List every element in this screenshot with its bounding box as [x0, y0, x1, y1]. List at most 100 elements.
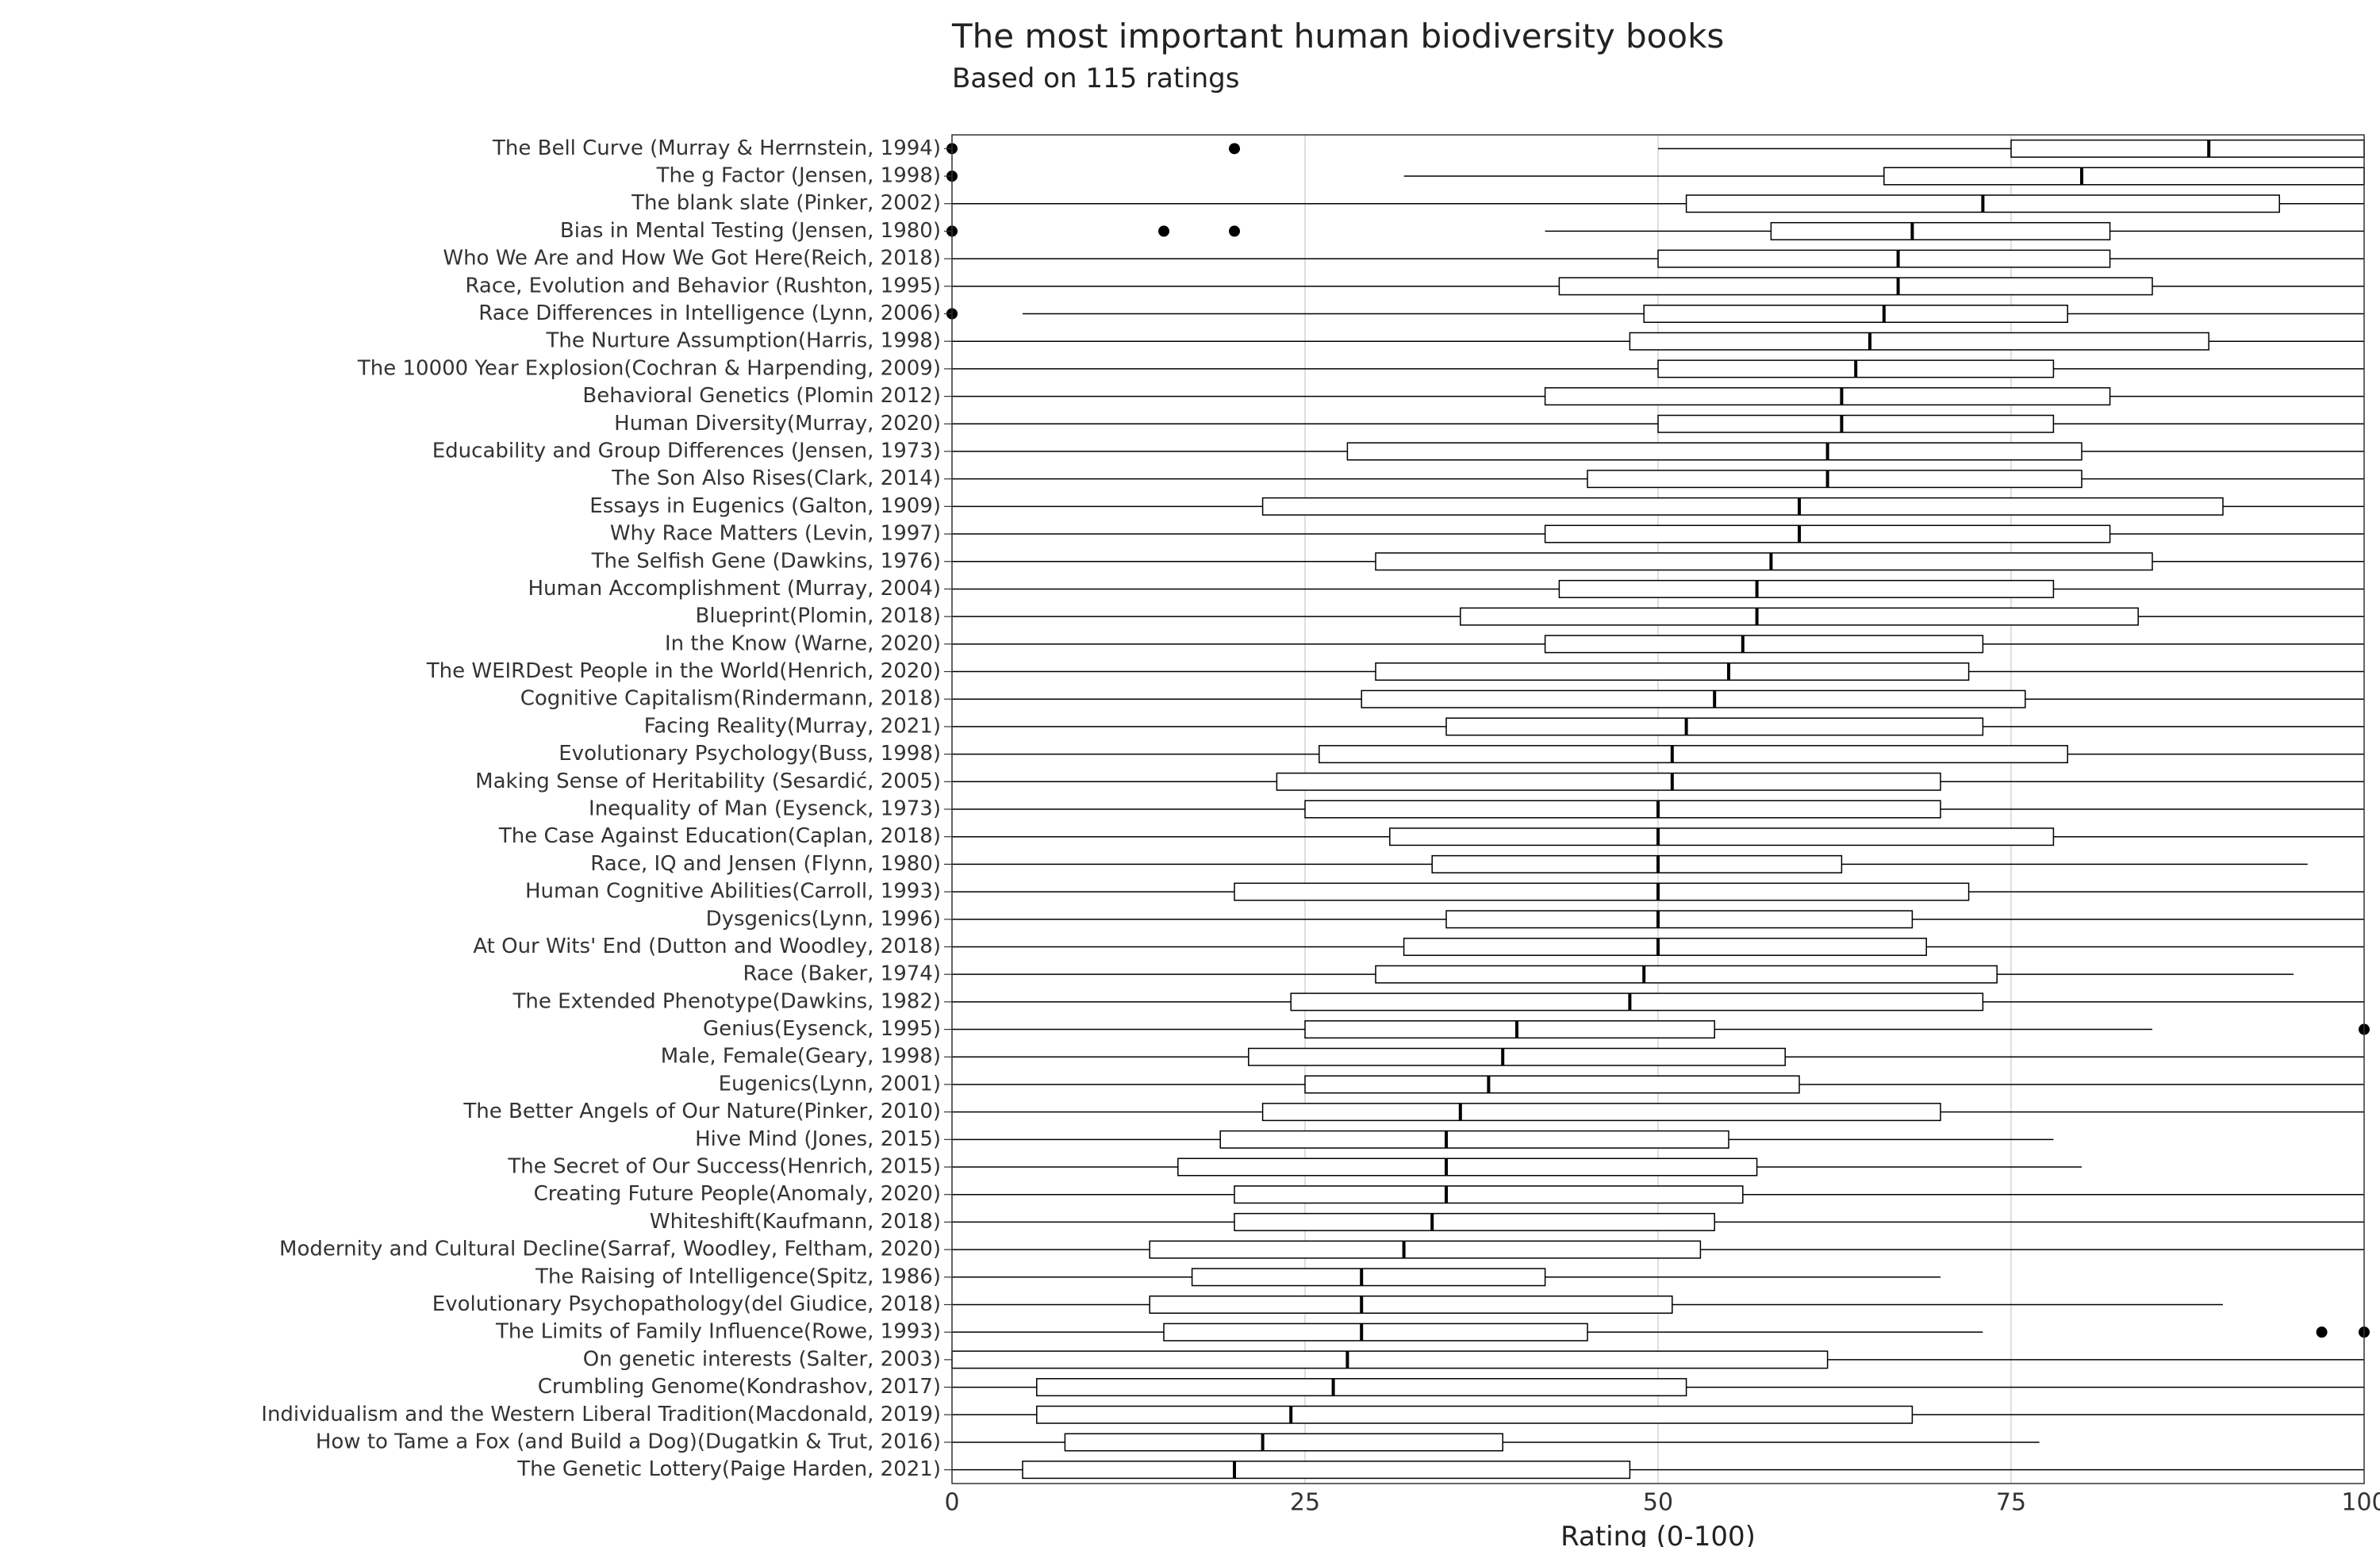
box-row — [952, 416, 2364, 433]
box-row — [952, 828, 2364, 846]
y-tick-label: At Our Wits' End (Dutton and Woodley, 20… — [473, 935, 941, 958]
y-tick-label: Facing Reality(Murray, 2021) — [644, 714, 941, 738]
box-row — [952, 883, 2364, 900]
y-tick-label: The Better Angels of Our Nature(Pinker, … — [463, 1100, 941, 1123]
box-rect — [1771, 223, 2109, 240]
x-tick-label: 0 — [944, 1489, 959, 1517]
box-rect — [1037, 1407, 1913, 1424]
box-rect — [1234, 1186, 1743, 1203]
box-rect — [1559, 278, 2152, 295]
box-rect — [1150, 1241, 1700, 1258]
outlier-point — [1158, 225, 1169, 236]
y-tick-label: Inequality of Man (Eysenck, 1973) — [589, 797, 941, 821]
box-row — [952, 278, 2364, 295]
x-tick-label: 50 — [1643, 1489, 1673, 1517]
y-tick-label: Whiteshift(Kaufmann, 2018) — [650, 1210, 941, 1234]
box-row — [952, 498, 2364, 516]
y-tick-label: Individualism and the Western Liberal Tr… — [261, 1403, 941, 1426]
box-row — [952, 1407, 2364, 1424]
box-rect — [1545, 388, 2110, 405]
outlier-point — [1229, 225, 1240, 236]
box-row — [952, 1323, 2370, 1341]
box-rect — [1234, 1214, 1714, 1231]
y-tick-label: Race, IQ and Jensen (Flynn, 1980) — [590, 852, 941, 876]
box-rect — [1390, 828, 2054, 846]
box-row — [952, 1186, 2364, 1203]
y-tick-label: Essays in Eugenics (Galton, 1909) — [589, 494, 941, 518]
x-tick-label: 25 — [1290, 1489, 1320, 1517]
y-tick-label: Genius(Eysenck, 1995) — [703, 1017, 941, 1041]
box-row — [952, 553, 2364, 570]
box-rect — [952, 1351, 1828, 1368]
box-row — [952, 250, 2364, 267]
y-tick-label: The Raising of Intelligence(Spitz, 1986) — [535, 1265, 941, 1288]
outlier-point — [2317, 1326, 2328, 1338]
box-row — [952, 800, 2364, 818]
box-rect — [1446, 718, 1983, 735]
box-row — [952, 388, 2364, 405]
box-row — [952, 1021, 2370, 1038]
y-tick-label: Eugenics(Lynn, 2001) — [719, 1072, 941, 1096]
x-tick-label: 75 — [1996, 1489, 2026, 1517]
box-rect — [1065, 1434, 1503, 1451]
box-row — [952, 1158, 2082, 1176]
y-tick-label: Evolutionary Psychology(Buss, 1998) — [559, 742, 941, 766]
chart-container: The most important human biodiversity bo… — [0, 0, 2380, 1547]
y-tick-label: Race (Baker, 1974) — [743, 962, 941, 986]
box-rect — [1263, 1104, 1940, 1121]
y-tick-label: The Bell Curve (Murray & Herrnstein, 199… — [492, 136, 941, 160]
box-row — [952, 635, 2364, 653]
y-tick-label: The Limits of Family Influence(Rowe, 199… — [495, 1320, 941, 1344]
box-row — [952, 443, 2364, 460]
y-tick-label: Who We Are and How We Got Here(Reich, 20… — [443, 247, 941, 271]
chart-title: The most important human biodiversity bo… — [951, 17, 1724, 56]
box-row — [946, 167, 2364, 185]
y-tick-label: The Nurture Assumption(Harris, 1998) — [546, 329, 941, 353]
y-tick-label: The Extended Phenotype(Dawkins, 1982) — [512, 989, 942, 1013]
box-row — [952, 1379, 2364, 1396]
box-rect — [1347, 443, 2082, 460]
y-tick-label: The Secret of Our Success(Henrich, 2015) — [507, 1155, 941, 1179]
y-tick-label: Educability and Group Differences (Jense… — [432, 439, 941, 463]
box-rect — [1220, 1131, 1729, 1149]
box-rect — [1432, 856, 1841, 873]
box-rect — [1644, 305, 2067, 323]
box-rect — [1263, 498, 2223, 516]
box-row — [952, 1269, 1940, 1286]
boxplot-svg: The most important human biodiversity bo… — [0, 0, 2380, 1547]
x-axis-title: Rating (0-100) — [1560, 1521, 1756, 1547]
y-tick-label: Crumbling Genome(Kondrashov, 2017) — [538, 1375, 941, 1399]
box-row — [952, 774, 2364, 791]
y-tick-label: Creating Future People(Anomaly, 2020) — [534, 1182, 941, 1206]
box-rect — [1023, 1461, 1630, 1479]
box-rect — [1305, 1076, 1799, 1093]
y-tick-label: Race Differences in Intelligence (Lynn, … — [478, 301, 941, 325]
box-row — [952, 939, 2364, 956]
box-rect — [1630, 332, 2209, 350]
y-tick-label: How to Tame a Fox (and Build a Dog)(Duga… — [316, 1430, 941, 1453]
y-tick-label: Why Race Matters (Levin, 1997) — [610, 522, 941, 546]
chart-subtitle: Based on 115 ratings — [952, 63, 1239, 94]
y-tick-label: The Son Also Rises(Clark, 2014) — [611, 466, 941, 490]
box-rect — [1037, 1379, 1687, 1396]
box-row — [952, 993, 2364, 1011]
y-tick-label: The g Factor (Jensen, 1998) — [656, 164, 941, 188]
box-rect — [1587, 470, 2082, 488]
box-rect — [1658, 250, 2110, 267]
box-row — [952, 1076, 2364, 1093]
box-row — [946, 305, 2364, 323]
y-tick-label: Dysgenics(Lynn, 1996) — [706, 907, 941, 931]
box-row — [952, 856, 2308, 873]
box-row — [952, 581, 2364, 598]
y-tick-label: Race, Evolution and Behavior (Rushton, 1… — [465, 274, 941, 298]
box-rect — [1164, 1323, 1587, 1341]
box-rect — [1884, 167, 2364, 185]
y-tick-label: Human Cognitive Abilities(Carroll, 1993) — [525, 880, 941, 904]
box-row — [952, 332, 2364, 350]
y-tick-label: Blueprint(Plomin, 2018) — [696, 605, 941, 628]
box-rect — [1291, 993, 1983, 1011]
box-rect — [1249, 1048, 1785, 1065]
box-row — [952, 1104, 2364, 1121]
y-tick-label: The Selfish Gene (Dawkins, 1976) — [591, 549, 941, 573]
box-row — [952, 1296, 2223, 1314]
